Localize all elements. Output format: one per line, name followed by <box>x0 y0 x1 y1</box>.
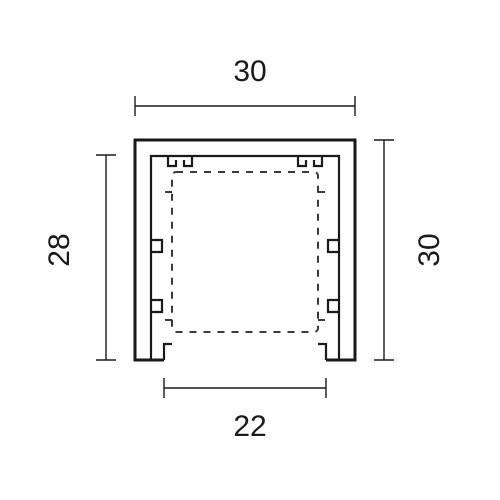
profile-rails <box>151 156 339 360</box>
profile-outline <box>135 140 355 360</box>
dim-left-label: 28 <box>43 0 76 500</box>
dim-right-label: 30 <box>413 0 446 500</box>
dim-right-value: 30 <box>413 233 447 266</box>
profile-hidden <box>160 172 330 332</box>
dim-bottom-value: 22 <box>233 410 266 443</box>
dim-top-value: 30 <box>233 55 266 88</box>
dim-left-value: 28 <box>43 233 77 266</box>
drawing-canvas: 30 22 28 30 <box>0 0 500 500</box>
